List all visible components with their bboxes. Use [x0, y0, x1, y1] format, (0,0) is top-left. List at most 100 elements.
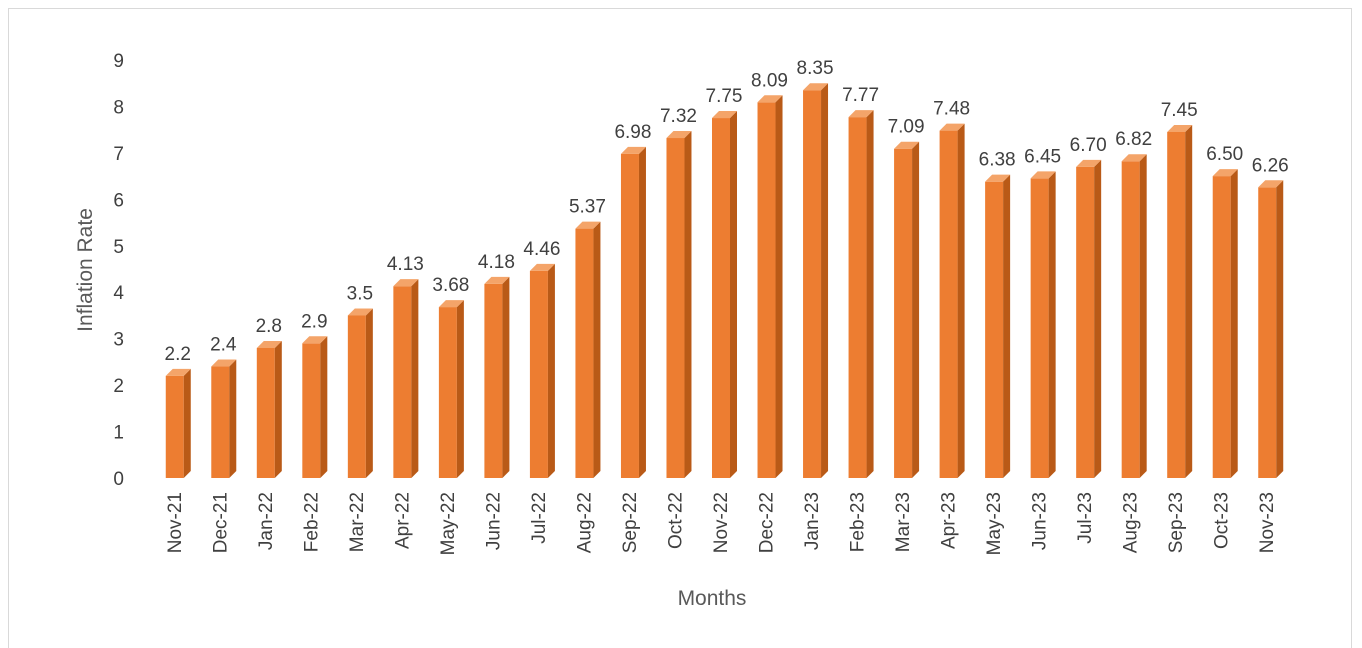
- x-tick-label: May-23: [984, 492, 1005, 555]
- bar-front: [1030, 178, 1049, 478]
- bar: [712, 111, 737, 479]
- bar: [620, 146, 646, 478]
- y-tick-label: 5: [113, 237, 124, 258]
- data-label: 2.8: [256, 316, 282, 337]
- y-tick-label: 4: [113, 283, 124, 304]
- x-tick-label: Nov-23: [1257, 492, 1278, 553]
- bar: [848, 110, 874, 479]
- x-tick-label: May-22: [438, 492, 459, 555]
- bar: [985, 174, 1011, 478]
- y-tick-label: 0: [113, 469, 124, 490]
- bar-top: [1212, 169, 1238, 177]
- bar-top: [803, 83, 829, 91]
- bar-front: [165, 375, 184, 478]
- bar-top: [1076, 159, 1102, 167]
- bar-side: [1048, 171, 1056, 478]
- bar-front: [484, 283, 503, 478]
- bar-side: [274, 340, 282, 478]
- bar-top: [165, 368, 191, 376]
- bar-top: [575, 221, 601, 229]
- bar-side: [320, 336, 328, 478]
- x-tick-label: Nov-22: [711, 492, 732, 553]
- bar-top: [1121, 154, 1147, 162]
- bar-side: [821, 83, 829, 478]
- x-tick-label: Feb-23: [848, 492, 869, 552]
- x-axis-title: Months: [678, 587, 747, 610]
- bar: [1258, 180, 1284, 478]
- bar-side: [866, 110, 874, 479]
- bar-front: [985, 181, 1004, 478]
- bar-side: [638, 146, 646, 478]
- bar: [302, 336, 328, 478]
- bar: [1167, 124, 1193, 478]
- data-label: 6.98: [614, 122, 651, 143]
- bar: [393, 279, 419, 478]
- data-label: 4.46: [523, 239, 560, 260]
- bar: [575, 221, 601, 479]
- bar: [757, 95, 783, 479]
- data-label: 6.26: [1252, 155, 1289, 176]
- bar-top: [529, 263, 555, 271]
- bar-side: [684, 131, 692, 478]
- data-label: 4.13: [387, 254, 424, 275]
- bar-side: [365, 308, 373, 478]
- bar: [939, 123, 965, 479]
- bar-front: [757, 102, 776, 479]
- bar-front: [666, 138, 685, 478]
- bar-top: [393, 279, 419, 287]
- x-tick-label: Jul-22: [529, 492, 550, 544]
- data-label: 2.9: [301, 311, 327, 332]
- bar: [666, 131, 692, 478]
- bar-front: [256, 347, 275, 478]
- bar: [1076, 159, 1102, 479]
- bar: [256, 340, 282, 478]
- bar-side: [411, 279, 419, 478]
- bar: [438, 300, 464, 478]
- bar: [529, 263, 555, 478]
- y-axis-ticks: 0 1 2 3 4 5 6 7 8 9: [113, 51, 124, 490]
- bar-side: [229, 359, 237, 478]
- bar-side: [775, 95, 783, 479]
- bar: [484, 276, 510, 478]
- bar: [1030, 171, 1056, 478]
- x-tick-label: Apr-23: [939, 492, 960, 549]
- y-axis-title: Inflation Rate: [74, 208, 97, 332]
- data-label: 8.09: [751, 70, 788, 91]
- x-tick-label: Sep-22: [620, 492, 641, 553]
- x-tick-label: Sep-23: [1166, 492, 1187, 553]
- data-label: 6.50: [1206, 144, 1243, 165]
- bar-top: [438, 300, 464, 308]
- bar-front: [894, 148, 913, 478]
- y-tick-label: 1: [113, 423, 124, 444]
- bar-side: [1230, 169, 1238, 478]
- y-tick-label: 7: [113, 144, 124, 165]
- bar-top: [848, 110, 874, 118]
- x-tick-label: Aug-23: [1121, 492, 1142, 553]
- x-tick-label: Dec-22: [757, 492, 778, 553]
- bar-top: [302, 336, 328, 344]
- bar-front: [529, 270, 548, 478]
- bar-front: [211, 366, 230, 478]
- bar-top: [484, 276, 510, 284]
- data-label: 4.18: [478, 252, 515, 273]
- x-tick-label: Mar-23: [893, 492, 914, 552]
- bar-front: [393, 286, 412, 478]
- x-tick-label: Oct-22: [665, 492, 686, 549]
- x-tick-label: Mar-22: [347, 492, 368, 552]
- data-label: 7.32: [660, 106, 697, 127]
- x-axis-ticks: Nov-21 Dec-21 Jan-22 Feb-22 Mar-22 Apr-22 May-…: [165, 492, 1278, 555]
- x-tick-label: Jul-23: [1075, 492, 1096, 544]
- x-tick-label: Nov-21: [165, 492, 186, 553]
- bar-top: [1258, 180, 1284, 188]
- data-label: 3.5: [347, 283, 373, 304]
- bar-top: [985, 174, 1011, 182]
- x-tick-label: Dec-21: [210, 492, 231, 553]
- data-label: 5.37: [569, 197, 606, 218]
- data-label: 7.48: [933, 99, 970, 120]
- bar-front: [1167, 131, 1186, 478]
- bar-front: [1212, 176, 1231, 478]
- bar-front: [438, 307, 457, 478]
- data-label: 7.45: [1161, 100, 1198, 121]
- data-label: 3.68: [432, 275, 469, 296]
